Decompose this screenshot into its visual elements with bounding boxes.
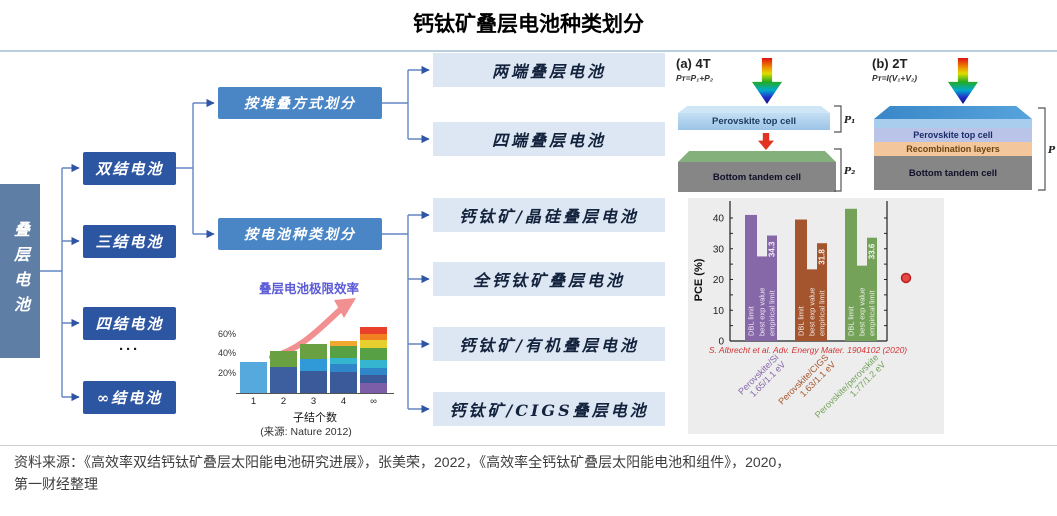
svg-text:34.3: 34.3 [768, 241, 777, 257]
mini-bar [300, 344, 327, 393]
panel-a-formula: Pᴛ=P₁+P₂ [676, 73, 714, 83]
svg-text:PCE (%): PCE (%) [693, 258, 705, 301]
mini-bar [360, 326, 387, 393]
source-note-line2: 第一财经整理 [14, 476, 98, 492]
source-note-line1: 资料来源：《高效率双结钙钛矿叠层太阳能电池研究进展》，张美荣，2022，《高效率… [14, 454, 791, 470]
mini-y-tick: 60% [217, 328, 236, 339]
mini-y-tick: 20% [217, 367, 236, 378]
glass-top-face [678, 106, 830, 113]
svg-text:20: 20 [713, 275, 725, 286]
method-box-stacking: 按堆叠方式划分 [218, 87, 382, 119]
svg-text:empirical limit: empirical limit [868, 290, 877, 336]
root-box-label: 叠层电池 [11, 221, 30, 321]
junction-box-4j: 四结电池 [83, 307, 176, 340]
pce-chart: 0 10 20 30 40 PCE (%) DBL limit best exp value e… [688, 198, 944, 434]
type-box-perovskite-organic: 钙钛矿/有机叠层电池 [433, 327, 665, 361]
svg-text:empirical limit: empirical limit [818, 290, 827, 336]
svg-text:best exp value: best exp value [808, 288, 817, 336]
mini-bar [330, 341, 357, 393]
type-box-2-terminal: 两端叠层电池 [433, 53, 665, 87]
type-box-all-perovskite: 全钙钛矿叠层电池 [433, 262, 665, 296]
junction-box-3j: 三结电池 [83, 225, 176, 258]
mini-x-axis-label: 子结个数 [293, 412, 337, 424]
svg-text:10: 10 [713, 306, 725, 317]
svg-text:S. Albrecht et al. Adv. Energy: S. Albrecht et al. Adv. Energy Mater. 19… [709, 345, 907, 355]
junction-box-inf: ∞结电池 [83, 381, 176, 414]
mini-x-axis [236, 393, 394, 394]
junction-box-2j: 双结电池 [83, 152, 176, 185]
schematic-4t-panel: (a) 4T Pᴛ=P₁+P₂ Perovskite top cell Bott… [672, 56, 866, 194]
schematic-2t-panel: (b) 2T Pᴛ=I(V₁+V₂) Perovskite top cell R… [868, 56, 1057, 194]
type-box-perovskite-si: 钙钛矿/晶硅叠层电池 [433, 198, 665, 232]
perovskite-top-cell-layer: Perovskite top cell [678, 113, 830, 130]
panel-b-tag: (b) 2T [872, 56, 908, 71]
svg-text:33.6: 33.6 [868, 243, 877, 259]
mini-x-tick: ∞ [370, 396, 377, 407]
panel-a-tag: (a) 4T [676, 56, 711, 71]
type-box-4-terminal: 四端叠层电池 [433, 122, 665, 156]
mini-x-tick: 3 [310, 396, 317, 407]
green-top-face [678, 151, 836, 162]
perovskite-top-cell-layer: Perovskite top cell [874, 128, 1032, 142]
svg-text:DBL limit: DBL limit [797, 305, 806, 336]
mini-x-tick: 1 [250, 396, 257, 407]
svg-text:0: 0 [718, 337, 724, 348]
mini-y-tick: 40% [217, 348, 236, 358]
bracket-label-p: P [1047, 145, 1056, 156]
bracket-label-p1: P₁ [843, 115, 855, 126]
page-title: 钙钛矿叠层电池种类划分 [413, 13, 644, 36]
mini-chart-source: (来源: Nature 2012) [260, 426, 352, 438]
svg-text:DBL limit: DBL limit [847, 305, 856, 336]
recombination-layers-layer: Recombination layers [874, 142, 1032, 156]
svg-text:DBL limit: DBL limit [747, 305, 756, 336]
svg-text:31.8: 31.8 [818, 249, 827, 265]
svg-text:empirical limit: empirical limit [768, 290, 777, 336]
rainbow-light-arrow-icon [752, 58, 782, 104]
bottom-divider [0, 445, 1057, 446]
rainbow-light-arrow-icon [948, 58, 978, 104]
svg-text:30: 30 [713, 244, 725, 255]
glass-top-face [874, 106, 1032, 119]
svg-text:40: 40 [713, 214, 725, 225]
root-box-tandem-battery: 叠层电池 [0, 184, 40, 358]
mini-x-tick: 2 [280, 396, 287, 407]
top-divider [0, 50, 1057, 52]
mini-bar [240, 361, 267, 393]
mini-x-tick: 4 [340, 396, 347, 407]
svg-text:best exp value: best exp value [858, 288, 867, 336]
mini-bar [270, 351, 297, 393]
ellipsis-dots: ··· [119, 341, 140, 358]
panel-b-formula: Pᴛ=I(V₁+V₂) [872, 73, 918, 83]
type-box-perovskite-cigs: 钙钛矿/CIGS叠层电池 [433, 392, 665, 426]
svg-text:best exp value: best exp value [758, 288, 767, 336]
method-box-cell-type: 按电池种类划分 [218, 218, 382, 250]
red-light-arrow-icon [758, 133, 774, 150]
mini-chart-title: 叠层电池极限效率 [258, 282, 359, 296]
bracket-label-p2: P₂ [843, 166, 855, 177]
limit-efficiency-chart: 叠层电池极限效率 子结个数 (来源: Nature 2012) 20% 40% 60… [206, 262, 406, 447]
bottom-tandem-cell-layer: Bottom tandem cell [874, 156, 1032, 190]
glass-front-face [874, 119, 1032, 128]
bottom-tandem-cell-layer: Bottom tandem cell [678, 162, 836, 192]
